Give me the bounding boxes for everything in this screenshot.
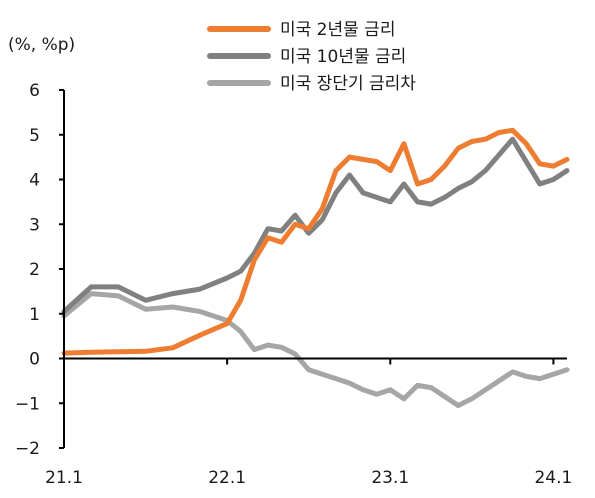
y-tick-label: −1 [15,394,40,414]
y-tick-label: 6 [29,81,40,101]
legend-item-3: 미국 장단기 금리차 [207,74,416,94]
y-tick-label: 4 [29,171,40,191]
legend-label: 미국 장단기 금리차 [280,74,416,94]
legend-label: 미국 2년물 금리 [280,20,395,40]
y-tick-label: 0 [29,350,40,370]
legend-item-1: 미국 2년물 금리 [207,20,395,40]
unit-label: (%, %p) [8,35,75,55]
y-tick-label: 2 [29,260,40,280]
legend-item-2: 미국 10년물 금리 [207,47,406,67]
plot-area: 6 5 4 3 2 1 0 −1 −2 21.1 22.1 23.1 24.1 [15,81,572,488]
x-tick-label: 23.1 [371,468,409,488]
x-tick-label: 24.1 [534,468,572,488]
x-tick-label: 22.1 [208,468,246,488]
series-line-2 [61,136,570,314]
legend-label: 미국 10년물 금리 [280,47,406,67]
y-tick-label: 3 [29,215,40,235]
y-tick-label: 5 [29,126,40,146]
series-line-1 [61,127,570,356]
y-tick-label: 1 [29,305,40,325]
x-tick-label: 21.1 [45,468,83,488]
y-tick-label: −2 [15,439,40,459]
series-line-3 [61,291,570,408]
